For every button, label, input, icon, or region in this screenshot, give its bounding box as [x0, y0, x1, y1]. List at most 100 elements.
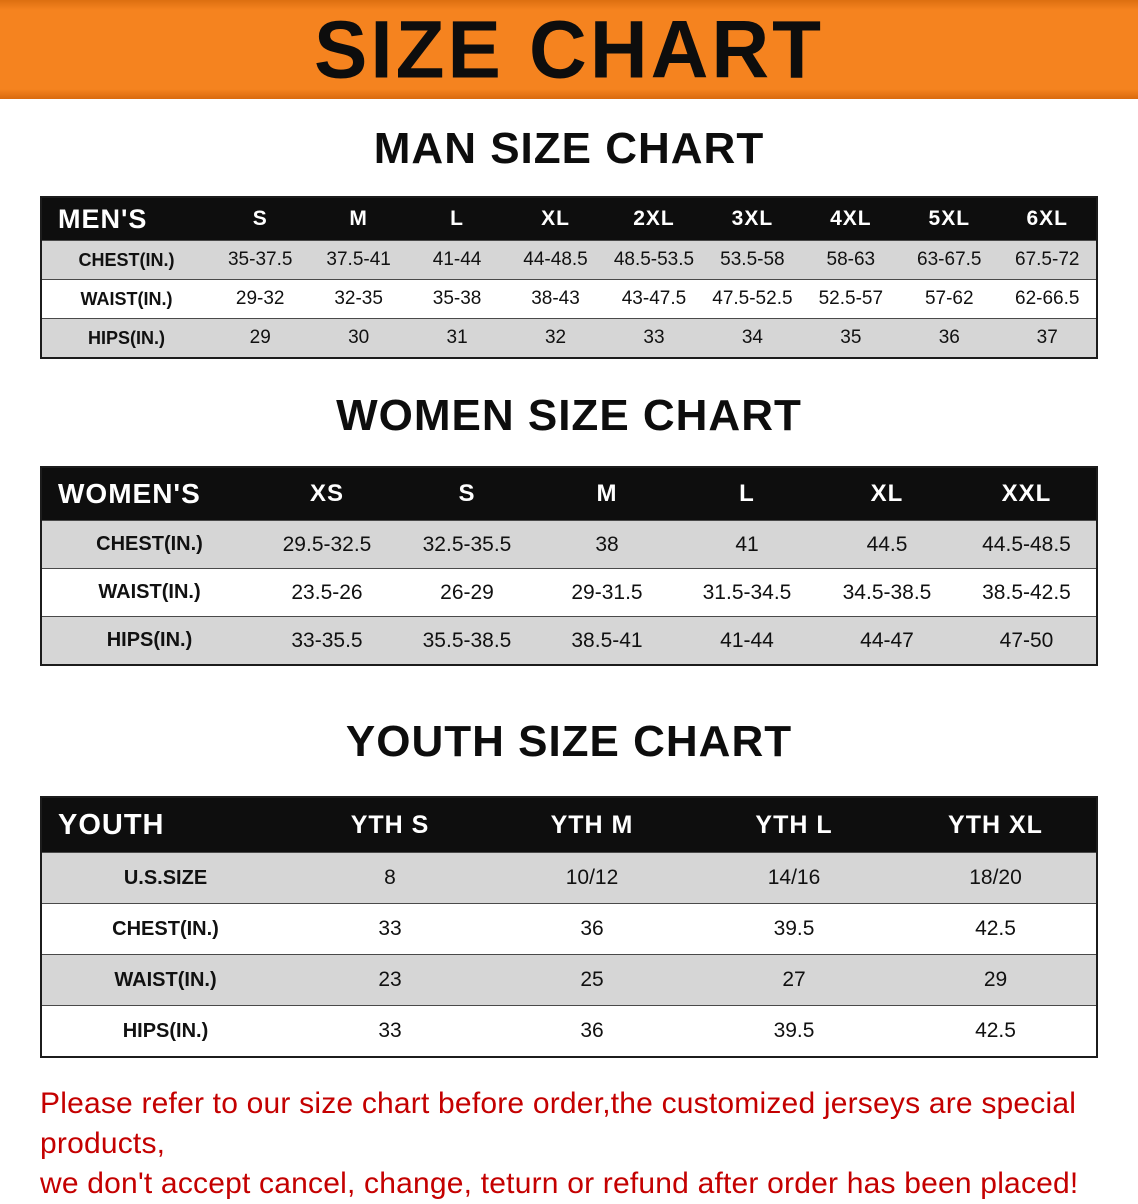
value-cell: 8: [289, 852, 491, 904]
value-cell: 42.5: [895, 903, 1097, 955]
row-label-cell: HIPS(IN.): [41, 318, 211, 358]
value-cell: 47.5-52.5: [703, 279, 802, 319]
disclaimer-line-2: we don't accept cancel, change, teturn o…: [40, 1167, 1079, 1200]
value-cell: 36: [491, 1005, 693, 1057]
value-cell: 34.5-38.5: [817, 568, 957, 617]
table-title-cell: WOMEN'S: [41, 467, 257, 521]
value-cell: 10/12: [491, 852, 693, 904]
size-header-cell: XXL: [957, 467, 1097, 521]
value-cell: 47-50: [957, 616, 1097, 665]
value-cell: 38-43: [506, 279, 605, 319]
value-cell: 39.5: [693, 1005, 895, 1057]
table-row: HIPS(IN.) 29 30 31 32 33 34 35 36 37: [41, 318, 1097, 358]
table-row: HIPS(IN.) 33-35.5 35.5-38.5 38.5-41 41-44 44-…: [41, 616, 1097, 665]
value-cell: 35.5-38.5: [397, 616, 537, 665]
row-label-cell: WAIST(IN.): [41, 279, 211, 319]
disclaimer-line-1: Please refer to our size chart before or…: [40, 1087, 1077, 1160]
value-cell: 67.5-72: [998, 240, 1097, 280]
table-row: CHEST(IN.) 29.5-32.5 32.5-35.5 38 41 44.5 44.5…: [41, 520, 1097, 569]
value-cell: 26-29: [397, 568, 537, 617]
value-cell: 33: [289, 1005, 491, 1057]
value-cell: 34: [703, 318, 802, 358]
mens-size-table: MEN'S S M L XL 2XL 3XL 4XL 5XL 6XL CHEST(IN.) 35-37…: [40, 196, 1098, 359]
size-header-cell: XL: [817, 467, 957, 521]
value-cell: 33: [289, 903, 491, 955]
value-cell: 32: [506, 318, 605, 358]
value-cell: 29: [895, 954, 1097, 1006]
row-label-cell: WAIST(IN.): [41, 954, 289, 1006]
youth-size-chart-section: YOUTH SIZE CHART YOUTH YTH S YTH M YTH L YTH…: [0, 716, 1138, 1058]
women-section-heading: WOMEN SIZE CHART: [336, 391, 802, 440]
value-cell: 38.5-42.5: [957, 568, 1097, 617]
value-cell: 44-47: [817, 616, 957, 665]
value-cell: 23.5-26: [257, 568, 397, 617]
size-header-cell: L: [407, 197, 507, 241]
row-label-cell: HIPS(IN.): [41, 1005, 289, 1057]
value-cell: 36: [900, 318, 999, 358]
value-cell: 41-44: [677, 616, 817, 665]
banner-title: SIZE CHART: [314, 3, 824, 95]
table-row: CHEST(IN.) 35-37.5 37.5-41 41-44 44-48.5 48.5…: [41, 240, 1097, 280]
value-cell: 37: [998, 318, 1097, 358]
value-cell: 44.5: [817, 520, 957, 569]
size-header-cell: 2XL: [604, 197, 704, 241]
value-cell: 43-47.5: [604, 279, 704, 319]
value-cell: 62-66.5: [998, 279, 1097, 319]
value-cell: 42.5: [895, 1005, 1097, 1057]
value-cell: 53.5-58: [703, 240, 802, 280]
value-cell: 41: [677, 520, 817, 569]
table-row: HIPS(IN.) 33 36 39.5 42.5: [41, 1005, 1097, 1057]
value-cell: 41-44: [407, 240, 507, 280]
row-label-cell: CHEST(IN.): [41, 520, 257, 569]
table-row: WAIST(IN.) 23 25 27 29: [41, 954, 1097, 1006]
row-label-cell: CHEST(IN.): [41, 240, 211, 280]
value-cell: 58-63: [801, 240, 901, 280]
value-cell: 38: [537, 520, 677, 569]
value-cell: 32-35: [309, 279, 408, 319]
youth-section-heading: YOUTH SIZE CHART: [345, 717, 793, 766]
size-header-cell: YTH M: [491, 797, 693, 853]
table-header-row: YOUTH YTH S YTH M YTH L YTH XL: [41, 797, 1097, 853]
size-header-cell: YTH S: [289, 797, 491, 853]
size-header-cell: S: [397, 467, 537, 521]
size-header-cell: YTH XL: [895, 797, 1097, 853]
value-cell: 57-62: [900, 279, 999, 319]
table-header-row: MEN'S S M L XL 2XL 3XL 4XL 5XL 6XL: [41, 197, 1097, 241]
value-cell: 14/16: [693, 852, 895, 904]
size-header-cell: M: [537, 467, 677, 521]
value-cell: 35-38: [407, 279, 507, 319]
value-cell: 37.5-41: [309, 240, 408, 280]
man-section-heading: MAN SIZE CHART: [373, 124, 765, 173]
womens-size-table: WOMEN'S XS S M L XL XXL CHEST(IN.) 29.5-32.5 32.5…: [40, 466, 1098, 666]
table-header-row: WOMEN'S XS S M L XL XXL: [41, 467, 1097, 521]
value-cell: 39.5: [693, 903, 895, 955]
size-header-cell: XS: [257, 467, 397, 521]
size-header-cell: 6XL: [998, 197, 1097, 241]
value-cell: 33: [604, 318, 704, 358]
row-label-cell: CHEST(IN.): [41, 903, 289, 955]
value-cell: 29-32: [211, 279, 310, 319]
value-cell: 63-67.5: [900, 240, 999, 280]
size-header-cell: XL: [506, 197, 605, 241]
value-cell: 31.5-34.5: [677, 568, 817, 617]
man-size-chart-section: MAN SIZE CHART MEN'S S M L XL 2XL 3XL 4XL 5XL 6XL…: [0, 125, 1138, 359]
value-cell: 29: [211, 318, 310, 358]
size-header-cell: 4XL: [801, 197, 901, 241]
table-row: WAIST(IN.) 23.5-26 26-29 29-31.5 31.5-34.5 34…: [41, 568, 1097, 617]
value-cell: 31: [407, 318, 507, 358]
table-row: WAIST(IN.) 29-32 32-35 35-38 38-43 43-47.5 47.…: [41, 279, 1097, 319]
size-header-cell: M: [309, 197, 408, 241]
women-size-chart-section: WOMEN SIZE CHART WOMEN'S XS S M L XL XXL CHEST(…: [0, 391, 1138, 666]
value-cell: 44-48.5: [506, 240, 605, 280]
size-header-cell: 3XL: [703, 197, 802, 241]
value-cell: 36: [491, 903, 693, 955]
size-header-cell: 5XL: [900, 197, 999, 241]
table-row: U.S.SIZE 8 10/12 14/16 18/20: [41, 852, 1097, 904]
size-chart-banner: SIZE CHART: [0, 0, 1138, 99]
row-label-cell: HIPS(IN.): [41, 616, 257, 665]
value-cell: 33-35.5: [257, 616, 397, 665]
value-cell: 44.5-48.5: [957, 520, 1097, 569]
value-cell: 52.5-57: [801, 279, 901, 319]
value-cell: 35-37.5: [211, 240, 310, 280]
disclaimer: Please refer to our size chart before or…: [40, 1084, 1138, 1204]
